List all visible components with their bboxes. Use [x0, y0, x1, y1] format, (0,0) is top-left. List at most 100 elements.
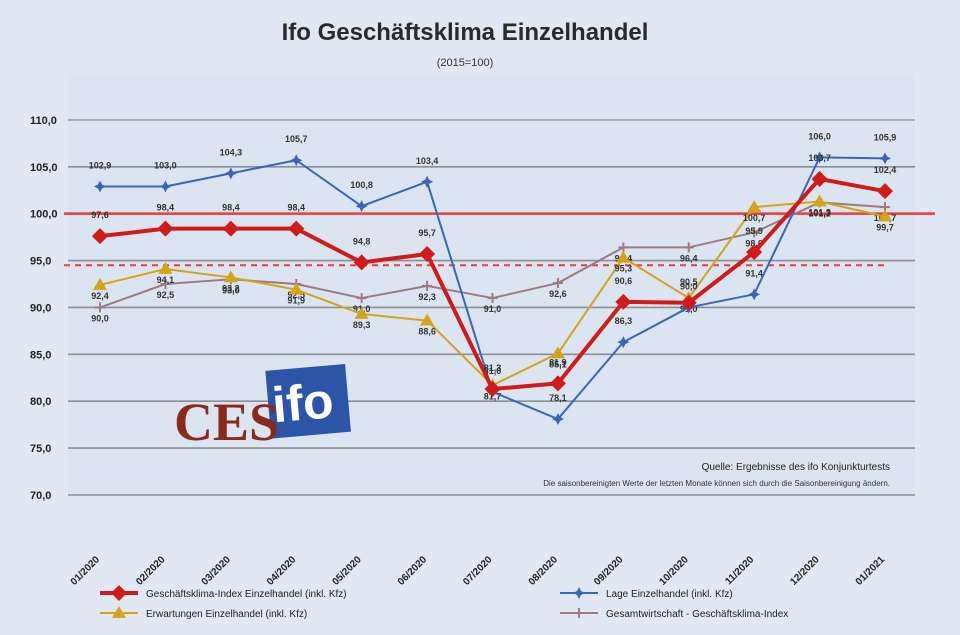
- data-label: 94,8: [353, 236, 371, 246]
- data-point: [420, 313, 435, 326]
- data-point: [289, 282, 304, 295]
- data-label: 93,0: [222, 285, 240, 295]
- data-point: [355, 200, 368, 213]
- logo-ifo-text: ifo: [270, 372, 336, 433]
- data-point: [419, 245, 436, 262]
- data-label: 104,3: [220, 147, 243, 157]
- y-tick-label: 110,0: [30, 115, 57, 127]
- data-point: [111, 585, 127, 601]
- data-point: [288, 220, 305, 237]
- y-tick-label: 95,0: [30, 256, 51, 268]
- data-label: 98,4: [287, 203, 305, 213]
- data-label: 95,9: [745, 226, 763, 236]
- data-point: [551, 413, 564, 426]
- y-tick-label: 75,0: [30, 443, 51, 455]
- series-1: 102,9 103,0 104,3 105,7 100,8 103,4 81,0 78,1 86…: [89, 131, 897, 426]
- footnote: Die saisonbereinigten Werte der letzten …: [543, 479, 890, 488]
- y-tick-label: 80,0: [30, 396, 51, 408]
- y-tick-label: 90,0: [30, 302, 51, 314]
- data-label: 90,0: [91, 313, 109, 323]
- data-label: 105,7: [285, 134, 308, 144]
- data-label: 98,4: [222, 203, 240, 213]
- data-point: [222, 220, 239, 237]
- data-point: [157, 220, 174, 237]
- data-label: 103,0: [154, 160, 177, 170]
- data-label: 105,9: [874, 132, 897, 142]
- data-point: [879, 152, 891, 165]
- chart-title: Ifo Geschäftsklima Einzelhandel: [282, 19, 649, 46]
- data-point: [354, 307, 369, 319]
- data-label: 97,6: [91, 210, 109, 220]
- data-label: 90,6: [615, 276, 633, 286]
- data-point: [813, 151, 826, 164]
- data-point: [573, 587, 585, 599]
- data-label: 81,0: [484, 366, 502, 376]
- data-point: [877, 183, 893, 200]
- data-point: [112, 606, 126, 618]
- data-point: [353, 254, 370, 271]
- data-point: [93, 277, 107, 290]
- legend-label: Lage Einzelhandel (inkl. Kfz): [606, 589, 733, 600]
- data-point: [549, 375, 566, 392]
- data-point: [484, 381, 501, 398]
- data-label: 93,2: [222, 283, 240, 293]
- data-label: 91,4: [745, 268, 763, 278]
- chart-subtitle: (2015=100): [437, 57, 494, 69]
- data-point: [421, 175, 434, 188]
- data-label: 90,0: [680, 281, 698, 291]
- data-point: [747, 200, 762, 213]
- data-label: 103,7: [808, 153, 831, 163]
- y-tick-label: 105,0: [30, 162, 58, 174]
- source-note: Quelle: Ergebnisse des ifo Konjunkturtes…: [702, 462, 890, 473]
- legend-label: Erwartungen Einzelhandel (inkl. Kfz): [146, 609, 307, 620]
- cesifo-logo: CES ifo: [174, 363, 351, 452]
- data-label: 81,3: [484, 363, 502, 373]
- data-label: 89,3: [353, 320, 371, 330]
- data-point: [746, 244, 763, 261]
- data-point: [616, 250, 631, 263]
- data-point: [92, 228, 108, 245]
- data-point: [550, 346, 565, 359]
- data-label: 101,3: [808, 207, 831, 217]
- data-label: 102,4: [874, 165, 897, 175]
- data-label: 94,1: [157, 275, 175, 285]
- series-0: 97,6 98,4 98,4 98,4 94,8 95,7 81,3 81,9 90,6 90,5…: [91, 153, 897, 398]
- y-tick-label: 70,0: [30, 490, 51, 502]
- data-label: 106,0: [808, 131, 831, 141]
- data-label: 92,5: [287, 290, 305, 300]
- data-label: 103,4: [416, 156, 439, 166]
- data-label: 92,4: [91, 291, 109, 301]
- data-label: 100,7: [743, 213, 766, 223]
- data-point: [812, 194, 827, 207]
- logo-ifo-box: [265, 363, 351, 439]
- data-point: [224, 167, 237, 180]
- data-label: 92,5: [157, 290, 175, 300]
- data-label: 85,1: [549, 359, 567, 369]
- data-point: [94, 180, 106, 193]
- data-label: 78,1: [549, 393, 567, 403]
- data-label: 99,7: [876, 222, 894, 232]
- data-label: 91,0: [484, 304, 502, 314]
- data-label: 100,8: [350, 180, 373, 190]
- data-label: 102,9: [89, 160, 112, 170]
- data-label: 92,3: [418, 292, 436, 302]
- data-label: 91,9: [287, 296, 305, 306]
- data-label: 95,7: [418, 228, 436, 238]
- y-tick-label: 100,0: [30, 209, 58, 221]
- plot-area: 70,075,080,085,090,095,0100,0105,0110,00…: [30, 73, 935, 588]
- data-point: [811, 170, 828, 187]
- data-point: [158, 261, 173, 274]
- data-label: 86,3: [615, 316, 633, 326]
- data-label: 98,0: [745, 238, 763, 248]
- legend-label: Gesamtwirtschaft - Geschäftsklima-Index: [606, 609, 788, 620]
- data-label: 101,2: [808, 208, 831, 218]
- logo-ces-text: CES: [174, 392, 279, 452]
- data-point: [878, 209, 892, 222]
- data-label: 92,6: [549, 289, 567, 299]
- legend: Geschäftsklima-Index Einzelhandel (inkl.…: [100, 585, 788, 620]
- data-label: 96,4: [680, 253, 698, 263]
- data-point: [617, 336, 630, 349]
- data-label: 98,4: [157, 203, 175, 213]
- legend-label: Geschäftsklima-Index Einzelhandel (inkl.…: [146, 589, 347, 600]
